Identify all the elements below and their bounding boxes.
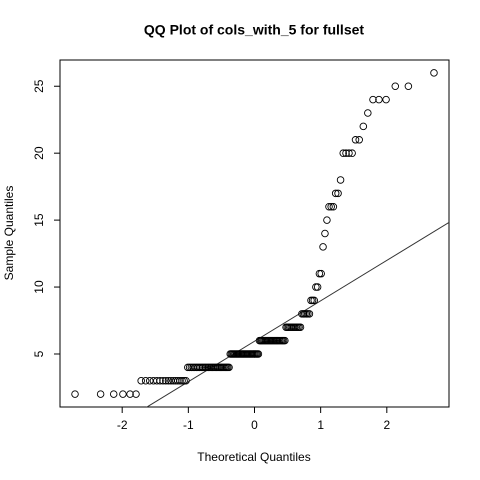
point bbox=[329, 202, 338, 211]
point bbox=[180, 377, 188, 385]
point bbox=[351, 136, 360, 144]
point bbox=[254, 350, 263, 358]
y-axis-label: Sample Quantiles bbox=[2, 186, 16, 281]
point bbox=[382, 95, 390, 104]
x-tick-label: 1 bbox=[317, 418, 324, 432]
point bbox=[345, 149, 353, 157]
plot-area bbox=[145, 221, 449, 407]
point bbox=[137, 377, 145, 385]
x-tick-label: -2 bbox=[117, 418, 128, 432]
point bbox=[334, 189, 342, 198]
point bbox=[156, 377, 164, 385]
point bbox=[310, 296, 318, 305]
point bbox=[141, 377, 150, 385]
point bbox=[364, 109, 372, 117]
point bbox=[146, 377, 154, 385]
point bbox=[296, 323, 305, 331]
point bbox=[315, 269, 324, 278]
point bbox=[176, 377, 184, 385]
point bbox=[162, 377, 170, 385]
point bbox=[430, 69, 438, 77]
point bbox=[375, 95, 383, 104]
point bbox=[225, 363, 233, 372]
y-tick-label: 20 bbox=[32, 146, 46, 160]
point bbox=[132, 390, 140, 398]
y-tick-label: 25 bbox=[32, 79, 46, 93]
point bbox=[178, 377, 186, 385]
point bbox=[339, 149, 347, 157]
point bbox=[313, 283, 322, 291]
reference-line bbox=[145, 221, 449, 407]
point bbox=[404, 82, 413, 90]
chart-title: QQ Plot of cols_with_5 for fullset bbox=[144, 22, 364, 38]
point bbox=[348, 149, 356, 157]
point bbox=[319, 243, 327, 251]
x-tick-label: -1 bbox=[183, 418, 194, 432]
point bbox=[336, 176, 345, 184]
point bbox=[96, 390, 105, 398]
point bbox=[369, 95, 377, 104]
point bbox=[281, 336, 289, 345]
point bbox=[182, 377, 190, 385]
x-tick-label: 2 bbox=[383, 418, 390, 432]
point bbox=[391, 82, 400, 90]
point bbox=[327, 202, 335, 211]
y-tick-label: 5 bbox=[32, 350, 46, 357]
point bbox=[325, 202, 333, 211]
point bbox=[109, 390, 118, 398]
point bbox=[159, 377, 167, 385]
x-tick-label: 0 bbox=[251, 418, 258, 432]
point bbox=[359, 122, 368, 131]
point bbox=[126, 390, 134, 398]
point bbox=[164, 377, 173, 385]
point bbox=[323, 216, 331, 224]
point bbox=[331, 189, 340, 198]
point bbox=[321, 229, 329, 238]
point bbox=[71, 390, 79, 398]
y-tick-label: 15 bbox=[32, 213, 46, 227]
x-axis-label: Theoretical Quantiles bbox=[197, 450, 310, 464]
point bbox=[355, 136, 363, 144]
y-tick-label: 10 bbox=[32, 280, 46, 294]
point bbox=[119, 390, 127, 398]
point bbox=[317, 269, 325, 278]
point bbox=[305, 310, 314, 318]
